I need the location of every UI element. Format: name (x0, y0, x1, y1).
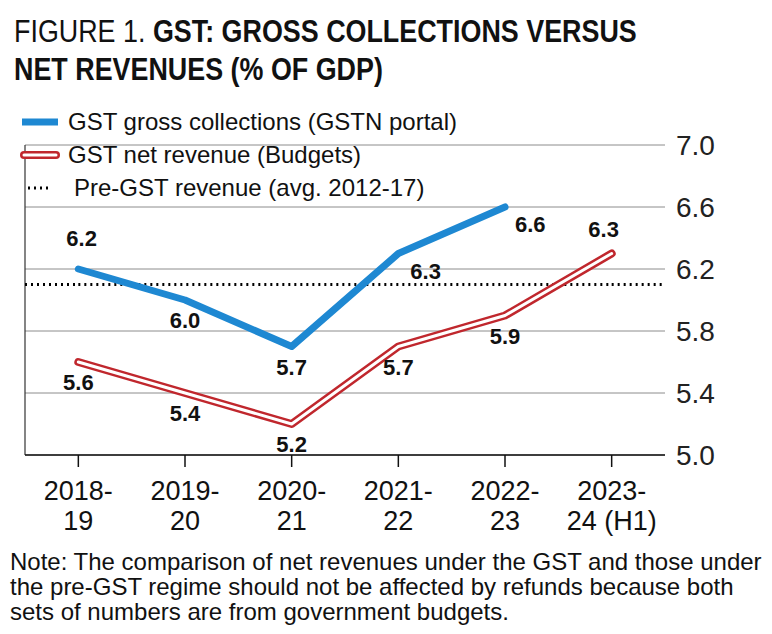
chart: FIGURE 1. GST: GROSS COLLECTIONS VERSUSN… (0, 0, 772, 634)
title-line: NET REVENUES (% OF GDP) (14, 51, 383, 87)
y-tick-label: 5.8 (676, 316, 715, 347)
x-tick-label-part: 2018- (44, 476, 113, 506)
data-label: 5.9 (490, 324, 521, 349)
legend: GST gross collections (GSTN portal) GST n… (22, 108, 457, 201)
x-tick-label-part: 2019- (150, 476, 219, 506)
grid-line (25, 331, 665, 332)
x-tick-label: 2021-22 (364, 476, 433, 536)
data-label: 5.4 (170, 401, 201, 426)
title-word: (% (231, 51, 271, 87)
y-axis-line (24, 145, 25, 455)
data-label: 6.6 (515, 212, 546, 237)
legend-label: GST net revenue (Budgets) (68, 141, 361, 168)
title-word: GDP) (316, 51, 383, 87)
data-label: 6.3 (410, 259, 441, 284)
data-label: 5.7 (276, 355, 307, 380)
grid (25, 145, 665, 455)
x-tick-label: 2020-21 (257, 476, 326, 536)
x-tick-label-part: 23 (490, 506, 520, 536)
legend-swatch (22, 119, 58, 126)
x-tick (398, 455, 400, 467)
title-word: FIGURE (14, 13, 123, 49)
title-word: OF (271, 51, 316, 87)
x-tick-label: 2023-24 (H1) (567, 476, 657, 536)
y-tick-label: 5.0 (676, 440, 715, 471)
y-tick-label: 5.4 (676, 378, 715, 409)
title-word: VERSUS (526, 13, 637, 49)
series-group (25, 207, 665, 424)
x-tick (504, 455, 506, 467)
x-tick-label-part: 20 (170, 506, 200, 536)
title-word: COLLECTIONS (326, 13, 526, 49)
title-word: REVENUES (75, 51, 230, 87)
title-word: GROSS (222, 13, 327, 49)
x-tick (611, 455, 613, 467)
y-tick-label: 6.2 (676, 254, 715, 285)
title: NET REVENUES (% OF GDP) (14, 51, 383, 87)
data-label: 6.2 (66, 226, 97, 251)
x-axis-line (25, 454, 665, 456)
data-label: 5.2 (276, 432, 307, 457)
title-word: 1. (123, 13, 153, 49)
note: Note: The comparison of net revenues und… (10, 548, 762, 575)
x-tick-label: 2022-23 (470, 476, 539, 536)
legend-swatch (28, 187, 52, 190)
grid-line (25, 207, 665, 208)
data-label: 6.0 (170, 308, 201, 333)
x-tick-label-part: 2020- (257, 476, 326, 506)
reference-extension (612, 283, 665, 286)
series-line-inner (78, 254, 611, 425)
title-word: GST: (153, 13, 222, 49)
x-tick-label-part: 24 (H1) (567, 506, 657, 536)
reference-line (78, 283, 611, 286)
x-tick-label-part: 2023- (577, 476, 646, 506)
note: sets of numbers are from government budg… (10, 598, 509, 625)
grid-line (25, 455, 665, 456)
reference-extension (25, 283, 78, 286)
x-tick-label-part: 21 (277, 506, 307, 536)
data-label: 5.6 (63, 370, 94, 395)
x-tick-label-part: 2021- (364, 476, 433, 506)
x-tick (184, 455, 186, 467)
x-tick-label: 2019-20 (150, 476, 219, 536)
data-label: 5.7 (383, 355, 414, 380)
title: FIGURE 1. GST: GROSS COLLECTIONS VERSUS (14, 13, 637, 49)
x-tick-label: 2018-19 (44, 476, 113, 536)
note: the pre-GST regime should not be affecte… (10, 573, 734, 600)
grid-line (25, 393, 665, 394)
legend-label: Pre-GST revenue (avg. 2012-17) (74, 174, 424, 201)
series-line (78, 207, 505, 347)
x-tick (78, 455, 80, 467)
title-word: NET (14, 51, 75, 87)
x-tick-label-part: 22 (383, 506, 413, 536)
legend-label: GST gross collections (GSTN portal) (68, 108, 457, 135)
grid-line (25, 269, 665, 270)
series-line (78, 254, 611, 425)
y-tick-label: 6.6 (676, 192, 715, 223)
x-tick-label-part: 19 (63, 506, 93, 536)
title-line: FIGURE 1. GST: GROSS COLLECTIONS VERSUS (14, 13, 637, 49)
y-tick-label: 7.0 (676, 130, 715, 161)
legend-swatch (24, 151, 56, 159)
legend-swatch-inner (24, 154, 56, 157)
x-tick-label-part: 2022- (470, 476, 539, 506)
data-label: 6.3 (588, 217, 619, 242)
